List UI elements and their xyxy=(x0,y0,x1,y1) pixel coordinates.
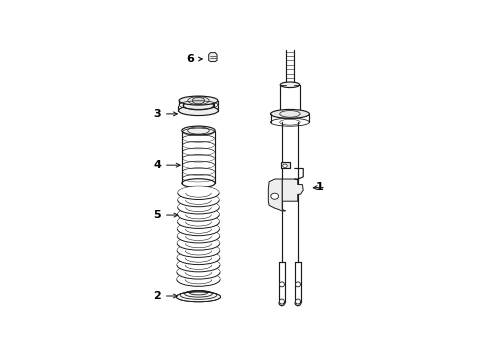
Ellipse shape xyxy=(178,201,219,214)
Polygon shape xyxy=(282,179,303,201)
Text: 5: 5 xyxy=(153,210,161,220)
Polygon shape xyxy=(269,179,286,211)
Ellipse shape xyxy=(177,222,220,236)
Polygon shape xyxy=(209,53,217,62)
Ellipse shape xyxy=(177,215,220,229)
Text: 4: 4 xyxy=(153,160,161,170)
Ellipse shape xyxy=(183,101,214,110)
Ellipse shape xyxy=(178,186,219,199)
Text: 6: 6 xyxy=(186,54,195,64)
Ellipse shape xyxy=(283,164,287,167)
Text: 2: 2 xyxy=(153,291,161,301)
Ellipse shape xyxy=(192,97,205,104)
Ellipse shape xyxy=(279,282,284,287)
Ellipse shape xyxy=(176,292,220,302)
Ellipse shape xyxy=(295,282,300,287)
Ellipse shape xyxy=(271,193,279,199)
Ellipse shape xyxy=(295,299,300,304)
Ellipse shape xyxy=(177,237,220,250)
Ellipse shape xyxy=(177,208,220,221)
FancyBboxPatch shape xyxy=(281,162,290,168)
Ellipse shape xyxy=(177,229,220,243)
Text: 3: 3 xyxy=(153,109,161,119)
Ellipse shape xyxy=(177,258,220,272)
Ellipse shape xyxy=(177,251,220,265)
Ellipse shape xyxy=(179,96,218,105)
Ellipse shape xyxy=(177,244,220,257)
Ellipse shape xyxy=(280,82,300,87)
Ellipse shape xyxy=(177,265,220,279)
Ellipse shape xyxy=(178,193,219,207)
Ellipse shape xyxy=(279,299,284,304)
Ellipse shape xyxy=(182,126,215,135)
Text: 1: 1 xyxy=(316,183,323,192)
Ellipse shape xyxy=(177,273,220,286)
Ellipse shape xyxy=(270,109,309,118)
Ellipse shape xyxy=(178,105,219,116)
